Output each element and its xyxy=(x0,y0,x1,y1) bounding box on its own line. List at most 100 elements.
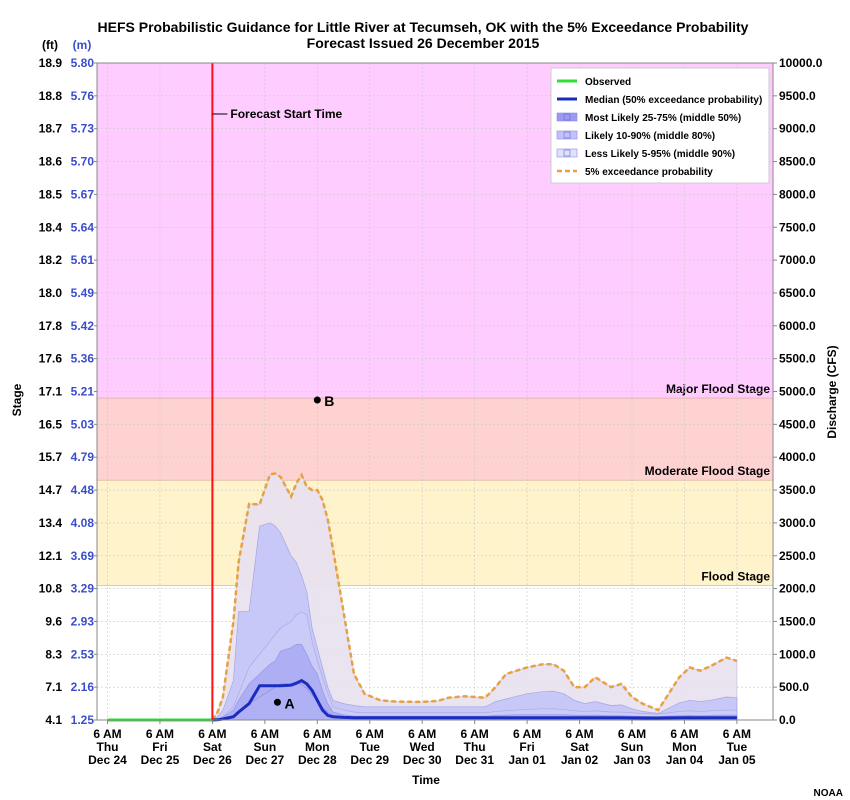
legend-swatch-marker xyxy=(563,113,571,121)
x-tick-day: Thu xyxy=(97,740,119,754)
exceedance-5pct-line xyxy=(211,472,738,721)
y-tick-cfs: 7500.0 xyxy=(779,220,816,234)
x-tick-date: Dec 31 xyxy=(455,753,494,767)
y-tick-cfs: 5000.0 xyxy=(779,385,816,399)
x-tick-date: Jan 05 xyxy=(718,753,756,767)
y-tick-m: 5.73 xyxy=(71,122,95,136)
x-tick-date: Dec 30 xyxy=(403,753,442,767)
marker-label: A xyxy=(284,695,294,711)
y-tick-ft: 18.8 xyxy=(39,89,63,103)
y-tick-ft: 18.5 xyxy=(39,187,63,201)
y-tick-ft: 12.1 xyxy=(39,549,63,563)
y-axis-right: 10000.0 9500.0 9000.0 8500.0 8000.0 7500.0 700… xyxy=(773,56,823,727)
x-tick-time: 6 AM xyxy=(461,727,489,741)
y-tick-m: 4.79 xyxy=(71,450,95,464)
y-tick-cfs: 9500.0 xyxy=(779,89,816,103)
median-line xyxy=(212,678,737,722)
unit-m-label: (m) xyxy=(73,38,92,52)
noaa-credit: NOAA xyxy=(814,788,843,799)
unit-ft-label: (ft) xyxy=(42,38,58,52)
y-tick-cfs: 10000.0 xyxy=(779,56,823,70)
forecast-start-label: Forecast Start Time xyxy=(230,107,342,121)
x-tick-day: Fri xyxy=(519,740,534,754)
x-tick-date: Jan 01 xyxy=(508,753,546,767)
y-tick-m: 1.25 xyxy=(71,713,95,727)
x-tick-time: 6 AM xyxy=(198,727,226,741)
y-tick-ft: 18.9 xyxy=(39,56,63,70)
legend-label: Observed xyxy=(585,77,631,88)
y-tick-m: 4.08 xyxy=(71,516,95,530)
x-tick-day: Tue xyxy=(360,740,381,754)
y-tick-cfs: 1500.0 xyxy=(779,614,816,628)
legend-label: Less Likely 5-95% (middle 90%) xyxy=(585,149,735,160)
y-tick-cfs: 6500.0 xyxy=(779,286,816,300)
y-tick-cfs: 6000.0 xyxy=(779,319,816,333)
annotations: Forecast Start Time A B xyxy=(211,63,343,720)
legend: Observed Median (50% exceedance probabili… xyxy=(550,67,770,184)
x-tick-date: Jan 03 xyxy=(613,753,651,767)
y-tick-m: 5.80 xyxy=(71,56,95,70)
y-tick-m: 5.42 xyxy=(71,319,95,333)
x-tick-day: Sat xyxy=(570,740,589,754)
x-tick-time: 6 AM xyxy=(618,727,646,741)
y-tick-m: 2.93 xyxy=(71,614,95,628)
y-axis-left: 18.9 5.80 18.8 5.76 18.7 5.73 18.6 5.70 18.5 5.67… xyxy=(39,56,97,727)
flood-zone-label: Major Flood Stage xyxy=(666,382,770,396)
x-tick-day: Mon xyxy=(672,740,697,754)
y-axis-right-title: Discharge (CFS) xyxy=(825,345,839,438)
y-tick-ft: 4.1 xyxy=(45,713,62,727)
x-tick-time: 6 AM xyxy=(356,727,384,741)
y-tick-ft: 16.5 xyxy=(39,417,63,431)
y-tick-cfs: 2500.0 xyxy=(779,549,816,563)
y-tick-ft: 18.7 xyxy=(39,122,63,136)
x-tick-date: Dec 28 xyxy=(298,753,337,767)
y-tick-m: 5.03 xyxy=(71,417,95,431)
y-tick-m: 5.70 xyxy=(71,155,95,169)
y-tick-m: 5.61 xyxy=(71,253,95,267)
x-tick-time: 6 AM xyxy=(513,727,541,741)
y-tick-cfs: 8500.0 xyxy=(779,155,816,169)
x-tick-time: 6 AM xyxy=(723,727,751,741)
chart-subtitle: Forecast Issued 26 December 2015 xyxy=(307,35,540,51)
x-tick-time: 6 AM xyxy=(565,727,593,741)
marker-label: B xyxy=(324,393,334,409)
y-tick-ft: 18.6 xyxy=(39,155,63,169)
flood-zone-label: Moderate Flood Stage xyxy=(645,464,771,478)
flood-zone-2 xyxy=(97,480,773,586)
x-tick-day: Thu xyxy=(464,740,486,754)
y-tick-cfs: 2000.0 xyxy=(779,582,816,596)
x-tick-day: Tue xyxy=(727,740,748,754)
y-tick-ft: 18.2 xyxy=(39,253,63,267)
legend-label: Median (50% exceedance probability) xyxy=(585,95,762,106)
flood-zone-1 xyxy=(97,398,773,481)
x-tick-day: Sun xyxy=(254,740,277,754)
y-tick-ft: 18.0 xyxy=(39,286,63,300)
x-tick-time: 6 AM xyxy=(146,727,174,741)
x-tick-date: Jan 02 xyxy=(561,753,599,767)
y-tick-m: 5.49 xyxy=(71,286,95,300)
legend-box xyxy=(550,67,770,184)
y-tick-cfs: 500.0 xyxy=(779,680,809,694)
y-tick-cfs: 5500.0 xyxy=(779,352,816,366)
y-tick-ft: 10.8 xyxy=(39,582,63,596)
x-tick-day: Sun xyxy=(621,740,644,754)
y-tick-cfs: 1000.0 xyxy=(779,647,816,661)
legend-label: 5% exceedance probability xyxy=(585,167,713,178)
y-tick-cfs: 3500.0 xyxy=(779,483,816,497)
y-tick-m: 5.67 xyxy=(71,187,95,201)
y-tick-ft: 18.4 xyxy=(39,220,63,234)
y-tick-ft: 14.7 xyxy=(39,483,63,497)
flood-zone-label: Flood Stage xyxy=(701,569,770,583)
marker-point-a xyxy=(273,698,281,706)
y-tick-ft: 8.3 xyxy=(45,647,62,661)
y-tick-cfs: 3000.0 xyxy=(779,516,816,530)
legend-swatch-marker xyxy=(563,149,571,157)
y-tick-m: 5.21 xyxy=(71,385,95,399)
y-tick-ft: 9.6 xyxy=(45,614,62,628)
x-tick-date: Dec 24 xyxy=(88,753,127,767)
y-tick-cfs: 4500.0 xyxy=(779,417,816,431)
y-tick-m: 4.48 xyxy=(71,483,95,497)
x-tick-date: Dec 27 xyxy=(245,753,284,767)
